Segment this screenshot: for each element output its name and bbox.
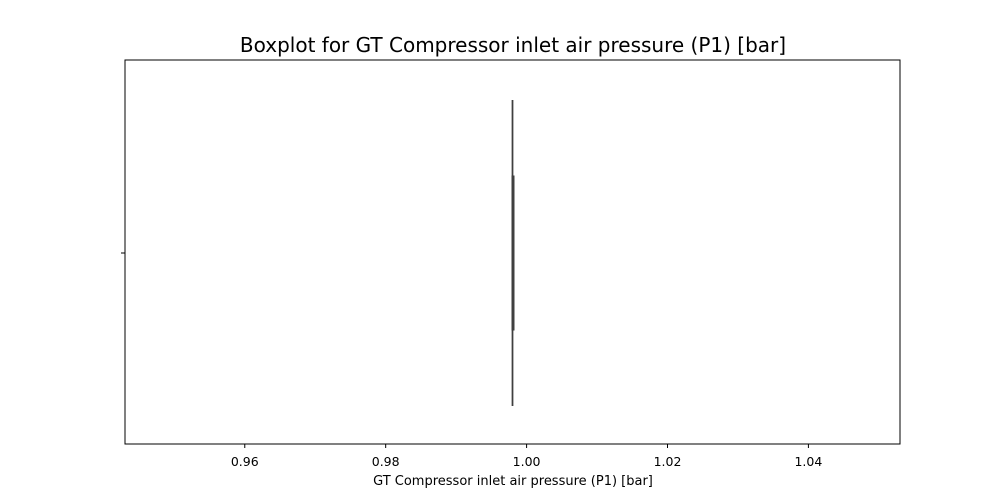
x-axis-label: GT Compressor inlet air pressure (P1) [b…	[373, 474, 653, 489]
boxplot	[511, 100, 515, 406]
chart-title: Boxplot for GT Compressor inlet air pres…	[240, 33, 786, 57]
x-tick-label: 1.00	[513, 454, 541, 469]
x-tick-label: 0.98	[372, 454, 400, 469]
x-axis-ticks: 0.96 0.98 1.00 1.02 1.04	[231, 444, 822, 469]
x-tick-label: 1.02	[654, 454, 682, 469]
x-tick-label: 0.96	[231, 454, 259, 469]
x-tick-label: 1.04	[794, 454, 822, 469]
